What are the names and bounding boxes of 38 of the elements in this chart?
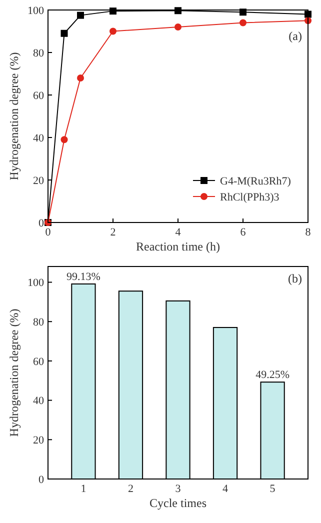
x-tick-label: 4 (222, 483, 229, 495)
x-tick-label: 1 (80, 483, 86, 495)
y-axis-title: Hydrogenation degree (%) (7, 52, 21, 180)
y-tick-label: 20 (33, 434, 44, 446)
point (240, 19, 246, 26)
y-tick-label: 20 (33, 174, 44, 187)
annotation: (a) (288, 29, 302, 43)
data-label: 49.25% (256, 369, 290, 382)
y-tick-label: 0 (38, 217, 44, 230)
point (174, 24, 182, 30)
data-label: 99.13% (66, 270, 100, 283)
y-tick-label: 40 (33, 395, 44, 408)
x-tick-label: 8 (305, 226, 312, 238)
x-axis-title: Reaction time (h) (136, 240, 220, 254)
y-tick-label: 40 (33, 132, 44, 144)
x-tick-label: 3 (175, 483, 182, 495)
x-tick-label: 4 (175, 226, 182, 238)
point (77, 74, 84, 82)
point (110, 28, 116, 35)
y-tick-label: 80 (33, 316, 44, 328)
point (60, 136, 68, 144)
y-tick-label: 60 (33, 356, 44, 368)
x-tick-label: 2 (128, 483, 134, 495)
x-axis-title: Cycle times (150, 496, 207, 510)
point (60, 30, 68, 37)
y-tick-label: 100 (28, 4, 44, 17)
legend-label: RhCl(PPh3)3 (220, 191, 280, 204)
y-tick-label: 60 (33, 90, 44, 102)
y-tick-label: 0 (38, 474, 44, 486)
annotation: (b) (288, 272, 302, 286)
x-tick-label: 2 (110, 226, 116, 238)
y-tick-label: 100 (28, 277, 44, 290)
x-tick-label: 5 (270, 483, 276, 495)
point (77, 12, 84, 19)
legend-label: G4-M(Ru3Rh7) (220, 175, 292, 188)
y-tick-label: 80 (33, 47, 44, 60)
y-axis-title: Hydrogenation degree (%) (7, 308, 21, 437)
x-tick-label: 6 (240, 226, 246, 238)
